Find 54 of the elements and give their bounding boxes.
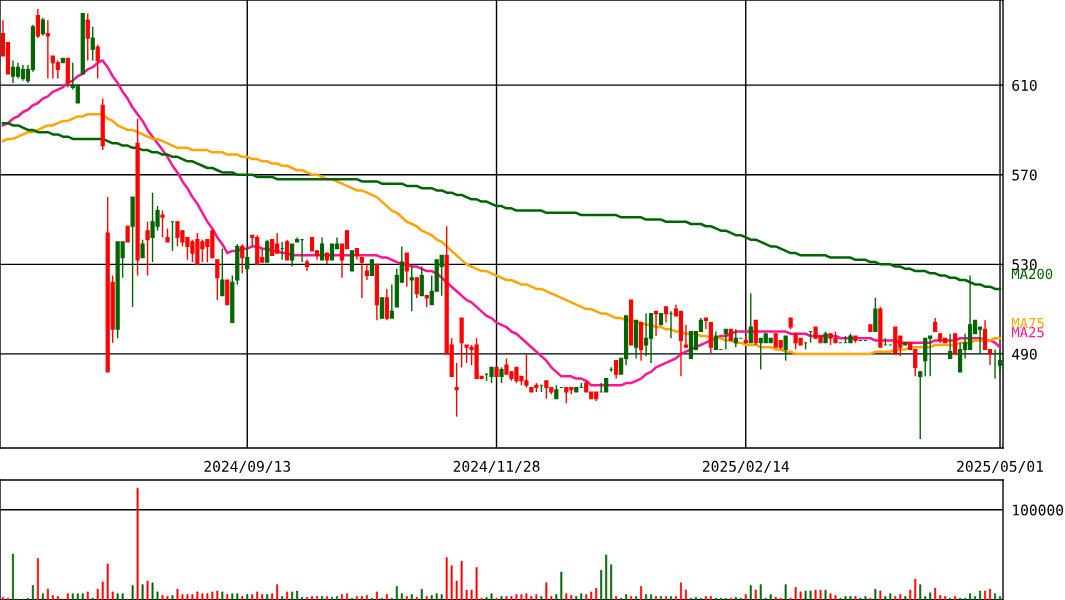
candlestick xyxy=(85,12,90,62)
y-tick-label: 490 xyxy=(1012,348,1037,360)
candlestick xyxy=(683,324,689,348)
candlestick xyxy=(45,19,50,80)
candlestick xyxy=(349,250,355,272)
x-tick-label: 2025/02/14 xyxy=(702,460,789,474)
candlestick xyxy=(948,333,953,360)
candlestick xyxy=(379,297,384,319)
candlestick xyxy=(419,265,424,297)
candlestick xyxy=(409,265,414,313)
candlestick xyxy=(953,333,958,355)
candlestick xyxy=(290,243,295,268)
candlestick xyxy=(748,292,753,344)
candlestick xyxy=(389,283,394,319)
candlestick xyxy=(10,59,16,84)
y-tick-label: 100000 xyxy=(1013,504,1064,516)
candlestick xyxy=(923,337,928,378)
candlestick xyxy=(958,342,963,373)
y-tick-label: 530 xyxy=(1012,259,1037,271)
candlestick xyxy=(404,252,409,288)
candlestick xyxy=(643,312,649,357)
candlestick xyxy=(245,245,250,274)
candlestick xyxy=(95,44,100,80)
candlestick xyxy=(918,371,923,440)
candlestick xyxy=(982,319,988,351)
candlestick xyxy=(992,348,998,380)
candlestick xyxy=(873,297,878,333)
candlestick xyxy=(783,335,788,362)
x-tick-label: 2024/11/28 xyxy=(453,460,540,474)
candlestick xyxy=(265,238,270,263)
series-label: MA200 xyxy=(1011,268,1053,280)
candlestick xyxy=(35,8,40,39)
candlestick xyxy=(215,259,220,301)
candlestick xyxy=(997,350,1003,375)
x-tick-label: 2025/05/01 xyxy=(957,460,1043,474)
candlestick xyxy=(414,277,419,299)
candlestick xyxy=(145,221,150,277)
candlestick xyxy=(703,317,708,330)
candlestick xyxy=(364,263,370,281)
candlestick xyxy=(319,236,325,261)
candlestick xyxy=(240,243,245,274)
candlestick xyxy=(220,247,225,297)
candlestick xyxy=(285,238,290,261)
candlestick xyxy=(359,256,365,299)
candlestick xyxy=(753,319,758,346)
candlestick xyxy=(454,362,459,418)
y-tick-label: 610 xyxy=(1012,79,1037,91)
candlestick xyxy=(90,26,95,62)
candlestick xyxy=(384,288,389,322)
candlestick xyxy=(160,209,165,239)
x-tick-label: 2024/09/13 xyxy=(204,460,291,474)
candlestick xyxy=(653,310,659,337)
candlestick xyxy=(723,328,728,351)
y-tick-label: 570 xyxy=(1012,169,1037,181)
